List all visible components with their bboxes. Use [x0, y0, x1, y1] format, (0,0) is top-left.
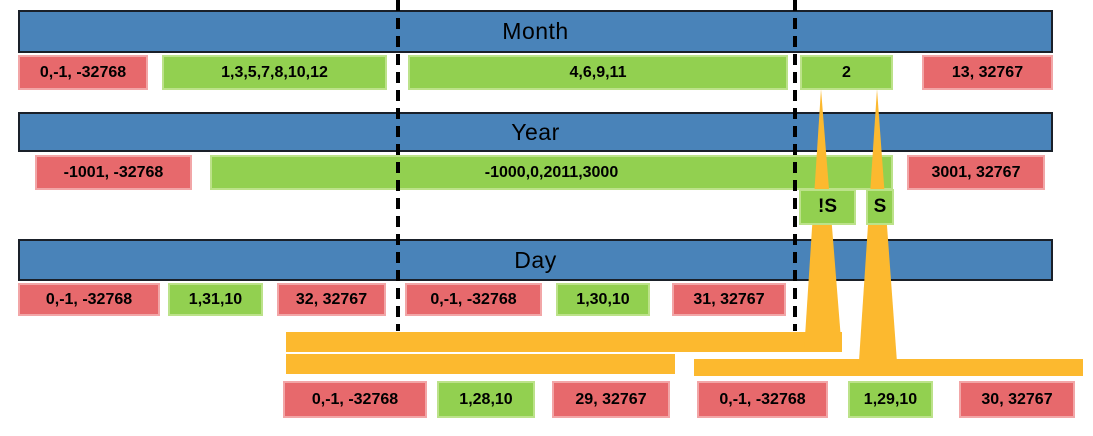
- feb-leap-invalid-low: 0,-1, -32768: [697, 381, 828, 418]
- month-partition-february: 2: [800, 55, 893, 90]
- day-partition-valid-30: 1,30,10: [556, 283, 650, 316]
- feb-nonleap-invalid-low: 0,-1, -32768: [283, 381, 427, 418]
- day-partition-invalid-low-2: 0,-1, -32768: [405, 283, 542, 316]
- partition-divider-left: [396, 0, 400, 331]
- day-title: Day: [514, 246, 557, 273]
- year-partition-valid: -1000,0,2011,3000: [210, 155, 893, 190]
- day-partition-invalid-low-1: 0,-1, -32768: [18, 283, 160, 316]
- leap-flag-leap: S: [866, 189, 894, 225]
- nonleap-funnel-bar: [286, 332, 842, 352]
- year-partition-invalid-low: -1001, -32768: [35, 155, 192, 190]
- day-range-bar: Day: [18, 239, 1053, 281]
- leap-flag-not-leap: !S: [799, 189, 856, 225]
- day-partition-invalid-high-30: 31, 32767: [672, 283, 786, 316]
- month-title: Month: [502, 18, 569, 44]
- month-partition-invalid-high: 13, 32767: [922, 55, 1053, 90]
- day-partition-valid-31: 1,31,10: [168, 283, 263, 316]
- leap-group-bar: [694, 359, 1083, 376]
- partition-divider-right: [793, 0, 797, 331]
- year-range-bar: Year: [18, 112, 1053, 152]
- year-title: Year: [511, 118, 560, 145]
- month-range-bar: Month: [18, 10, 1053, 53]
- day-partition-invalid-high-31: 32, 32767: [277, 283, 386, 316]
- year-partition-invalid-high: 3001, 32767: [907, 155, 1045, 190]
- feb-leap-invalid-high: 30, 32767: [959, 381, 1075, 418]
- nonleap-group-bar: [286, 354, 675, 374]
- feb-nonleap-invalid-high: 29, 32767: [552, 381, 670, 418]
- month-partition-months-31days: 1,3,5,7,8,10,12: [162, 55, 387, 90]
- month-partition-months-30days: 4,6,9,11: [408, 55, 788, 90]
- month-partition-invalid-low: 0,-1, -32768: [18, 55, 148, 90]
- feb-nonleap-valid: 1,28,10: [437, 381, 535, 418]
- feb-leap-valid: 1,29,10: [848, 381, 933, 418]
